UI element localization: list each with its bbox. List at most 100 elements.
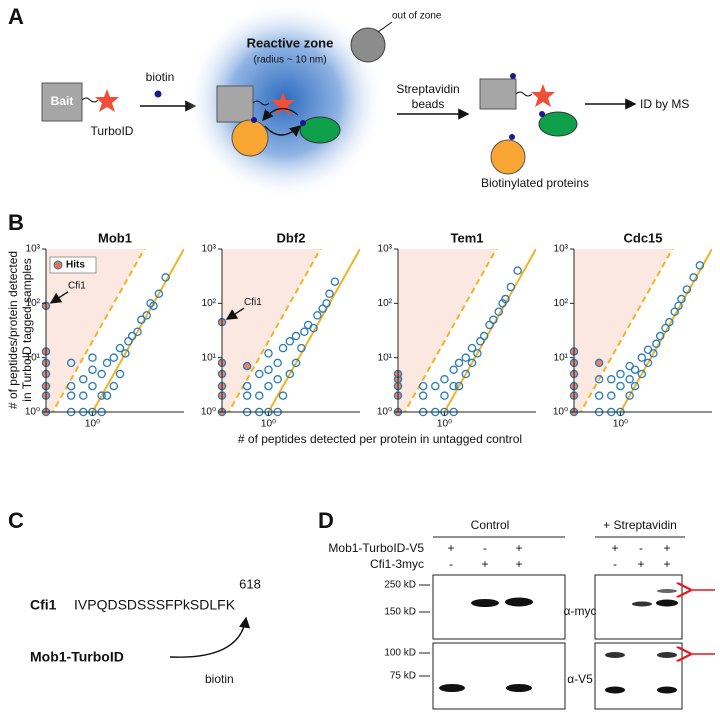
signs: + - + + - + - + + - + + [447, 541, 670, 571]
point [88, 365, 97, 374]
point [418, 391, 428, 400]
point [330, 277, 340, 286]
point [467, 343, 477, 353]
point [242, 361, 252, 371]
sign: + [663, 557, 670, 571]
point [479, 331, 489, 341]
sign: + [611, 541, 618, 555]
point [643, 358, 653, 368]
biotin-dot [539, 111, 545, 117]
row-label: Cfi1-3myc [370, 557, 424, 571]
point [255, 391, 264, 400]
guide-line [51, 249, 146, 412]
enzyme: Mob1-TurboID [30, 649, 124, 665]
y-tick-label: 10¹ [378, 352, 393, 363]
point [149, 301, 158, 311]
antibody: α-V5 [567, 672, 593, 686]
zone-radius: (radius ~ 10 nm) [253, 55, 326, 66]
point [66, 358, 76, 368]
protein [231, 119, 269, 157]
point [278, 391, 288, 400]
panel-label: B [8, 210, 24, 235]
protein [490, 139, 526, 175]
point [297, 343, 306, 353]
plot-title: Mob1 [98, 230, 132, 245]
turboid-label: TurboID [91, 124, 134, 138]
y-tick-label: 10¹ [202, 352, 217, 363]
point [630, 381, 640, 391]
x-tick-label: 10⁰ [261, 419, 276, 430]
marker: 100 kD [384, 648, 416, 659]
blot [432, 642, 566, 710]
plot-title: Cdc15 [623, 230, 662, 245]
point [242, 381, 252, 391]
hit-region [46, 249, 145, 412]
sign: + [481, 557, 488, 571]
y-tick-label: 10¹ [554, 352, 569, 363]
point [303, 320, 313, 330]
arrow [169, 616, 251, 658]
biotin-label: biotin [146, 70, 175, 84]
band [657, 686, 677, 694]
point [440, 391, 449, 400]
point [79, 391, 88, 400]
point [322, 299, 331, 308]
point [273, 375, 282, 384]
point [594, 375, 604, 384]
plot [46, 249, 184, 412]
point [689, 273, 698, 282]
hit-region [398, 249, 497, 412]
bait-box [41, 82, 83, 122]
blot [594, 574, 683, 640]
point [127, 331, 137, 341]
point [494, 307, 503, 316]
point [278, 343, 288, 353]
protein [538, 111, 578, 137]
point [637, 353, 647, 362]
bait-box [216, 85, 254, 123]
point [97, 369, 106, 379]
point [137, 315, 146, 324]
point [655, 331, 665, 341]
point [607, 391, 616, 400]
annotation: Cfi1 [244, 297, 262, 308]
group-label: Control [471, 518, 510, 532]
sign: + [515, 541, 522, 555]
point [431, 381, 440, 391]
hit-region [222, 249, 321, 412]
point [142, 311, 151, 320]
point [695, 261, 705, 270]
point [264, 381, 273, 391]
point [607, 375, 616, 384]
streptavidin: Streptavidin [396, 82, 459, 96]
point [115, 369, 125, 379]
plot-title: Dbf2 [277, 230, 306, 245]
antibody: α-myc [564, 604, 597, 618]
arrow [264, 125, 302, 137]
point [665, 317, 674, 327]
linker [252, 100, 270, 106]
point [637, 369, 647, 379]
y-tick-label: 10² [202, 298, 217, 309]
y-tick-label: 10² [378, 298, 393, 309]
point [325, 289, 334, 299]
point [649, 349, 658, 358]
linker [515, 91, 533, 97]
y-tick-label: 10⁰ [553, 407, 568, 418]
guide-line [267, 249, 360, 412]
point [161, 273, 170, 282]
point [594, 358, 604, 368]
band [506, 684, 532, 692]
point [454, 358, 464, 368]
y-tick-label: 10⁰ [201, 407, 216, 418]
point [473, 349, 482, 358]
x-axis-label: # of peptides detected per protein in un… [238, 432, 522, 446]
zone-title: Reactive zone [247, 35, 334, 50]
point [513, 266, 522, 275]
plots: 10⁰ 10¹ 10² 10³ 10⁰ Mob1 Hits Cfi1 10⁰ 10¹ 10² 10³ 1… [25, 230, 712, 430]
point [109, 353, 119, 362]
point [66, 381, 76, 391]
point [461, 369, 471, 379]
out-of-zone: out of zone [392, 11, 442, 22]
